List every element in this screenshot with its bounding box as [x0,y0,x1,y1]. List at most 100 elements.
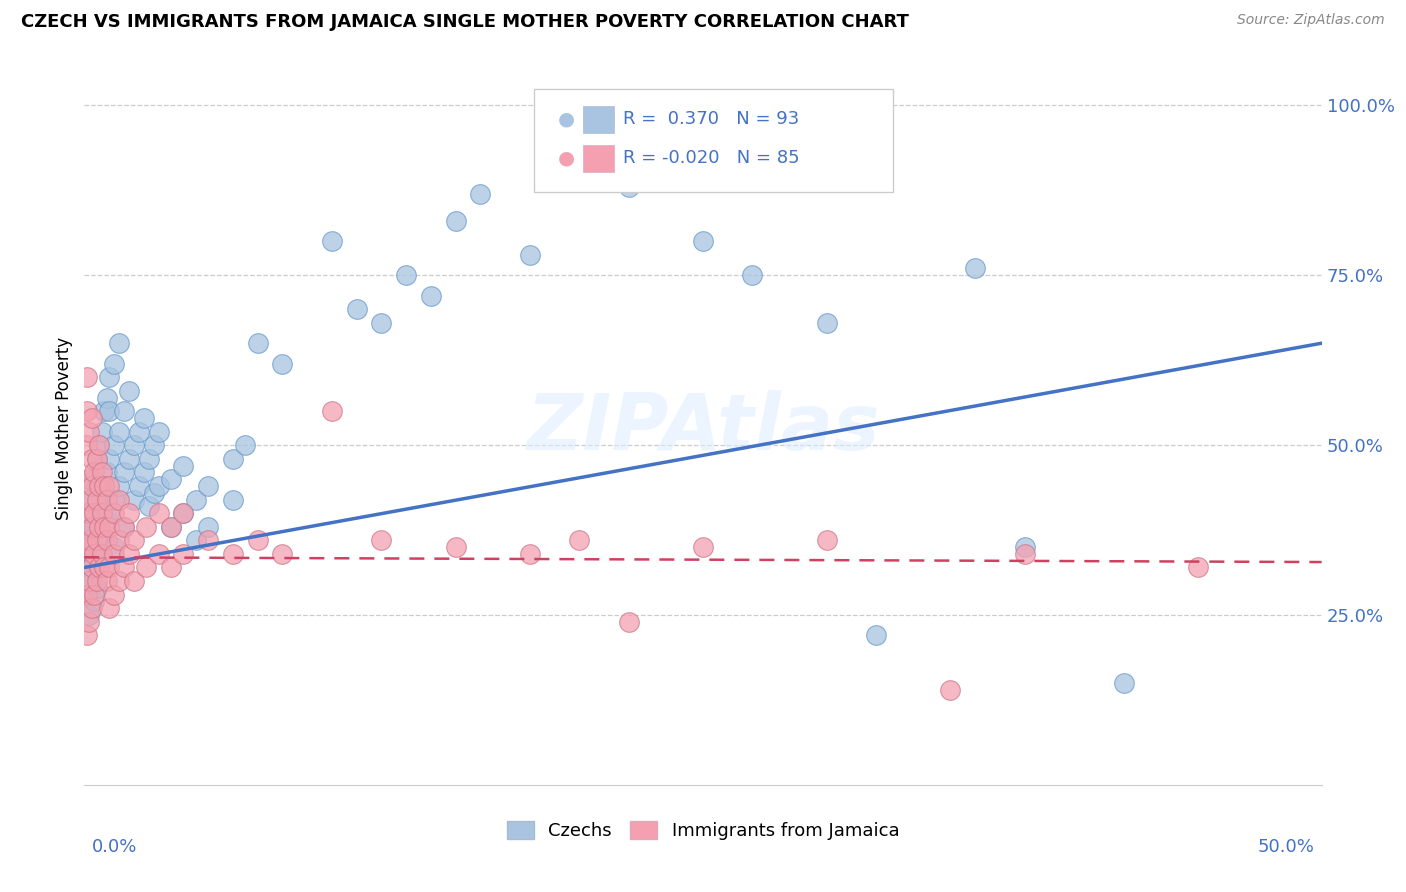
Point [271,357,294,371]
Point [470,186,492,201]
Point [80,479,103,493]
Point [321,234,343,248]
Point [76,370,98,384]
Text: R =  0.370   N = 93: R = 0.370 N = 93 [623,110,799,128]
Point [128,425,150,439]
Point [98,560,121,574]
Point [568,533,591,548]
Point [132,466,155,480]
Point [76,506,98,520]
Point [222,492,245,507]
Point [142,438,165,452]
Point [80,479,103,493]
Text: R = -0.020   N = 85: R = -0.020 N = 85 [623,149,800,167]
Point [122,574,145,588]
Point [93,533,115,548]
Point [142,485,165,500]
Point [112,560,135,574]
Point [76,588,98,602]
Point [172,506,194,520]
Point [246,336,269,351]
Point [86,581,108,595]
Point [815,316,838,330]
Point [197,519,219,533]
Point [83,588,105,602]
Point [89,560,111,574]
Point [395,268,418,283]
Point [1014,547,1036,561]
Point [76,540,98,554]
Point [93,485,115,500]
Point [93,519,115,533]
Point [321,404,343,418]
Point [103,547,125,561]
Point [444,214,467,228]
Point [692,234,714,248]
Point [86,533,108,548]
Point [83,472,105,486]
Point [108,336,131,351]
Point [128,479,150,493]
Point [118,506,141,520]
Point [80,560,103,574]
Point [80,451,103,466]
Point [160,519,183,533]
Point [79,519,101,533]
Point [160,519,183,533]
Point [89,479,111,493]
Point [89,519,111,533]
Point [741,268,763,283]
Point [148,506,170,520]
Point [79,574,101,588]
Point [76,588,98,602]
Point [519,547,541,561]
Point [86,500,108,514]
Point [76,628,98,642]
Point [79,472,101,486]
Point [1187,560,1209,574]
Point [271,547,294,561]
Point [98,451,121,466]
Point [135,560,157,574]
Point [617,615,640,629]
Point [103,357,125,371]
Point [135,519,157,533]
Point [184,492,207,507]
Point [89,479,111,493]
Point [83,547,105,561]
Point [90,547,112,561]
Point [79,425,101,439]
Point [98,519,121,533]
Point [103,492,125,507]
Text: ZIPAtlas: ZIPAtlas [526,390,880,467]
Point [108,425,131,439]
Point [132,411,155,425]
Point [80,519,103,533]
Text: 0.0%: 0.0% [91,838,136,856]
Point [86,492,108,507]
Point [965,261,987,276]
Legend: Czechs, Immigrants from Jamaica: Czechs, Immigrants from Jamaica [499,814,907,847]
Point [90,466,112,480]
Point [118,547,141,561]
Point [79,492,101,507]
Point [83,519,105,533]
Point [222,547,245,561]
Point [86,451,108,466]
Point [76,404,98,418]
Point [692,540,714,554]
Point [79,506,101,520]
Point [89,438,111,452]
Point [122,533,145,548]
Point [138,500,160,514]
Y-axis label: Single Mother Poverty: Single Mother Poverty [55,336,73,520]
Point [80,574,103,588]
Point [222,451,245,466]
Point [138,451,160,466]
Point [79,533,101,548]
Point [83,594,105,608]
Point [96,513,118,527]
Point [122,492,145,507]
Point [184,533,207,548]
Point [93,479,115,493]
